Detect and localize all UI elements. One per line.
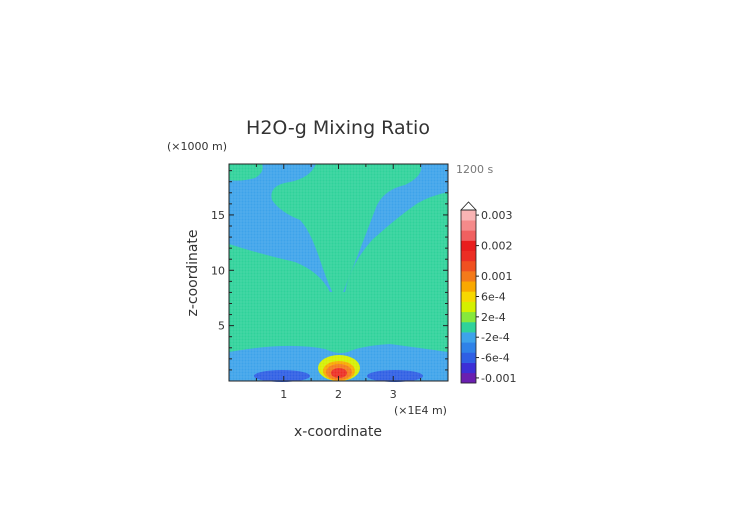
y-tick-label: 15 <box>211 209 225 222</box>
colorbar-segment <box>461 301 476 313</box>
colorbar-segment <box>461 230 476 241</box>
contour-region <box>271 164 421 299</box>
colorbar-segment <box>461 362 476 374</box>
colorbar-segment <box>461 210 476 221</box>
y-tick-label: 10 <box>211 264 225 277</box>
colorbar-segment <box>461 271 476 282</box>
contour-region <box>331 368 347 378</box>
colorbar: 0.003 0.002 0.001 6e-4 2e-4 -2e-4 -6e-4 -0.001 <box>460 201 516 385</box>
colorbar-label: 0.003 <box>481 209 513 222</box>
colorbar-segment <box>461 291 476 302</box>
colorbar-segment <box>461 220 476 231</box>
colorbar-segment <box>461 240 476 252</box>
colorbar-segment <box>461 332 476 343</box>
plot-area <box>228 163 449 382</box>
colorbar-extend-arrow <box>460 201 477 211</box>
chart-title: H2O-g Mixing Ratio <box>246 117 430 139</box>
grid-texture <box>228 163 449 381</box>
x-axis-label: x-coordinate <box>294 424 382 440</box>
colorbar-label: 0.002 <box>481 240 513 253</box>
colorbar-label: 0.001 <box>481 270 513 283</box>
x-tick-label: 1 <box>280 388 287 401</box>
colorbar-segment <box>461 372 476 384</box>
contour-region <box>345 192 448 292</box>
colorbar-label: -6e-4 <box>481 352 510 365</box>
colorbar-label: -0.001 <box>481 372 516 385</box>
contour-region <box>229 164 263 181</box>
contour-region <box>229 244 448 353</box>
colorbar-segment <box>461 260 476 272</box>
colorbar-segment <box>461 321 476 333</box>
colorbar-label: -2e-4 <box>481 331 510 344</box>
colorbar-segment <box>461 281 476 292</box>
contour-region <box>254 370 310 382</box>
time-label: 1200 s <box>456 163 493 176</box>
colorbar-segment <box>461 352 476 363</box>
x-tick-label: 3 <box>390 388 397 401</box>
contour-region <box>367 370 423 382</box>
axes: 1 2 3 5 10 15 <box>211 163 449 401</box>
y-axis-label: z-coordinate <box>185 229 201 316</box>
x-unit-label: (×1E4 m) <box>394 404 447 417</box>
colorbar-segment <box>461 311 476 323</box>
x-tick-label: 2 <box>335 388 342 401</box>
colorbar-label: 6e-4 <box>481 291 506 304</box>
y-unit-label: (×1000 m) <box>167 140 227 153</box>
colorbar-segment <box>461 342 476 353</box>
colorbar-label: 2e-4 <box>481 311 506 324</box>
y-tick-label: 5 <box>218 320 225 333</box>
colorbar-segment <box>461 250 476 262</box>
